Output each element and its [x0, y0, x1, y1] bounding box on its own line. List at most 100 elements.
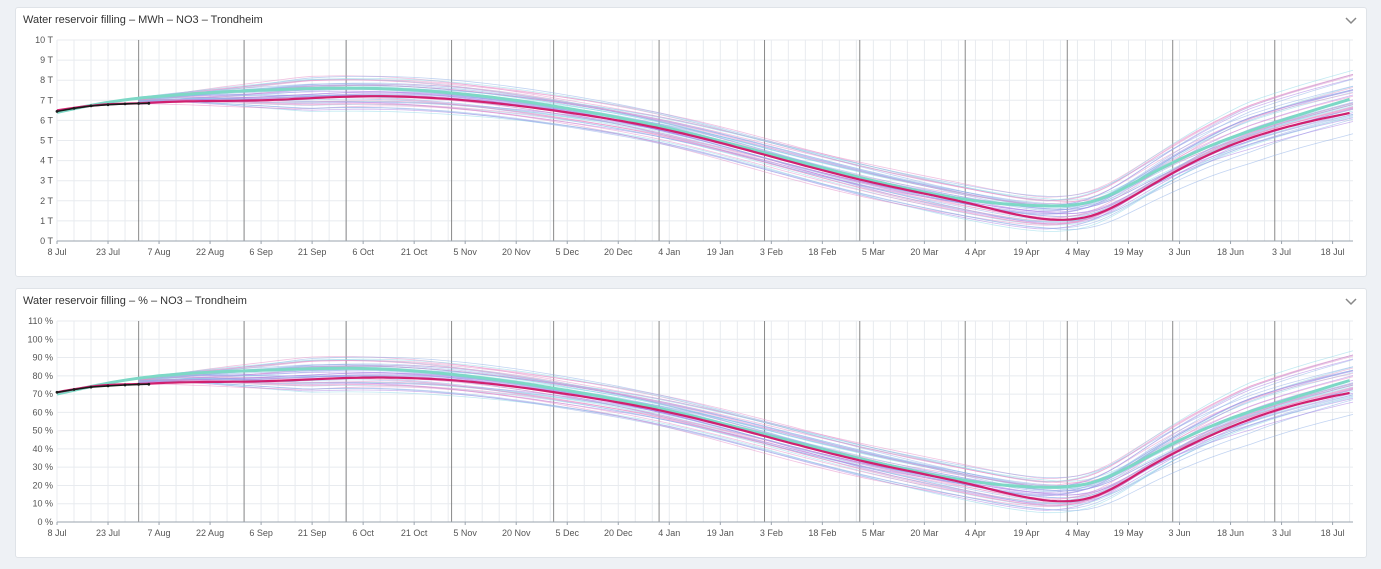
- x-tick-label: 18 Jun: [1217, 247, 1244, 257]
- y-tick-label: 60 %: [32, 407, 53, 417]
- y-tick-label: 2 T: [40, 196, 53, 206]
- y-tick-label: 20 %: [32, 480, 53, 490]
- ensemble-trace: [138, 100, 1354, 229]
- x-tick-label: 22 Aug: [196, 528, 224, 538]
- ensemble-trace: [138, 354, 1354, 480]
- y-tick-label: 0 T: [40, 236, 53, 246]
- ensemble-trace: [138, 98, 1354, 232]
- y-tick-label: 40 %: [32, 444, 53, 454]
- x-tick-label: 20 Mar: [910, 247, 938, 257]
- x-tick-label: 6 Oct: [352, 247, 374, 257]
- x-tick-label: 8 Jul: [47, 247, 66, 257]
- y-tick-label: 8 T: [40, 75, 53, 85]
- ensemble-trace: [138, 380, 1354, 503]
- y-tick-label: 3 T: [40, 176, 53, 186]
- ensemble-trace: [138, 75, 1354, 202]
- y-tick-label: 7 T: [40, 95, 53, 105]
- series-mean-line: [56, 86, 1351, 208]
- x-tick-label: 19 May: [1114, 528, 1144, 538]
- x-tick-label: 7 Aug: [148, 247, 171, 257]
- reservoir-percent-panel: Water reservoir filling – % – NO3 – Tron…: [15, 288, 1367, 558]
- x-tick-label: 20 Dec: [604, 247, 633, 257]
- y-tick-label: 100 %: [27, 334, 53, 344]
- chevron-down-icon[interactable]: [1344, 296, 1358, 308]
- x-tick-label: 3 Jul: [1272, 247, 1291, 257]
- x-tick-label: 18 Feb: [808, 247, 836, 257]
- x-tick-label: 4 Apr: [965, 247, 986, 257]
- y-tick-label: 110 %: [28, 316, 53, 326]
- x-tick-label: 3 Feb: [760, 247, 783, 257]
- panel-title: Water reservoir filling – % – NO3 – Tron…: [23, 295, 247, 307]
- ensemble-trace: [138, 371, 1354, 494]
- ensemble-trace: [138, 355, 1354, 483]
- y-tick-label: 70 %: [32, 389, 53, 399]
- y-tick-label: 9 T: [40, 55, 53, 65]
- x-tick-label: 18 Jul: [1321, 247, 1345, 257]
- x-tick-label: 3 Jul: [1272, 528, 1291, 538]
- x-tick-label: 5 Nov: [453, 528, 477, 538]
- x-tick-label: 4 May: [1065, 528, 1090, 538]
- x-tick-label: 5 Dec: [555, 247, 579, 257]
- grid: [56, 320, 1353, 523]
- actual-point: [106, 384, 110, 388]
- x-tick-label: 4 Jan: [658, 247, 680, 257]
- actual-point: [89, 104, 93, 108]
- x-tick-label: 4 Jan: [658, 528, 680, 538]
- actual-point: [137, 383, 141, 386]
- x-tick-label: 20 Nov: [502, 528, 531, 538]
- x-tick-label: 5 Mar: [862, 528, 885, 538]
- y-tick-label: 1 T: [40, 216, 53, 226]
- actual-point: [55, 109, 59, 113]
- x-tick-label: 3 Jun: [1169, 528, 1191, 538]
- ensemble-trace: [138, 90, 1354, 213]
- ensemble-trace: [138, 75, 1354, 197]
- ensemble-trace: [138, 379, 1354, 504]
- actual-point: [123, 102, 127, 106]
- x-tick-label: 8 Jul: [47, 528, 66, 538]
- x-tick-label: 18 Jul: [1321, 528, 1345, 538]
- ensemble-trace: [138, 98, 1354, 221]
- x-tick-label: 5 Mar: [862, 247, 885, 257]
- actual-point: [106, 103, 110, 107]
- y-tick-label: 0 %: [37, 517, 53, 527]
- grid: [56, 39, 1353, 242]
- ensemble-trace: [138, 96, 1354, 225]
- series-median-line: [56, 95, 1350, 221]
- x-tick-label: 6 Oct: [352, 528, 374, 538]
- x-tick-label: 4 May: [1065, 247, 1090, 257]
- series-mean-line: [56, 366, 1351, 489]
- x-tick-label: 18 Jun: [1217, 528, 1244, 538]
- x-tick-label: 3 Feb: [760, 528, 783, 538]
- ensemble-trace: [138, 99, 1354, 226]
- ensemble-traces: [138, 69, 1354, 232]
- y-tick-label: 30 %: [32, 462, 53, 472]
- x-tick-label: 18 Feb: [808, 528, 836, 538]
- x-tick-label: 5 Nov: [453, 247, 477, 257]
- y-tick-label: 80 %: [32, 371, 53, 381]
- actual-point: [147, 382, 151, 386]
- ensemble-trace: [138, 377, 1354, 506]
- y-tick-label: 5 T: [40, 136, 53, 146]
- actual-point: [123, 383, 127, 387]
- x-tick-label: 21 Sep: [298, 247, 327, 257]
- y-tick-label: 6 T: [40, 115, 53, 125]
- x-tick-label: 19 May: [1114, 247, 1144, 257]
- x-tick-label: 20 Dec: [604, 528, 633, 538]
- reservoir-mwh-panel: Water reservoir filling – MWh – NO3 – Tr…: [15, 7, 1367, 277]
- x-tick-label: 23 Jul: [96, 247, 120, 257]
- actual-point: [72, 388, 76, 391]
- x-tick-label: 5 Dec: [555, 528, 579, 538]
- x-tick-label: 6 Sep: [249, 528, 273, 538]
- actual-point: [72, 106, 76, 110]
- reservoir-mwh-chart: 0 T 1 T 2 T 3 T 4 T 5 T 6 T 7 T 8 T 9 T 10 T 8 Jul 2…: [35, 35, 1354, 257]
- y-tick-label: 10 %: [32, 499, 53, 509]
- x-tick-label: 23 Jul: [96, 528, 120, 538]
- actual-point: [137, 102, 141, 105]
- x-tick-label: 19 Jan: [707, 247, 734, 257]
- x-tick-label: 21 Oct: [401, 247, 428, 257]
- actual-point: [55, 390, 59, 394]
- reservoir-percent-chart: 0 % 10 % 20 % 30 % 40 % 50 % 60 % 70 % 80 % 90 % 1…: [27, 316, 1354, 538]
- chevron-down-icon[interactable]: [1344, 15, 1358, 27]
- y-tick-label: 10 T: [35, 35, 53, 45]
- y-tick-label: 50 %: [32, 426, 53, 436]
